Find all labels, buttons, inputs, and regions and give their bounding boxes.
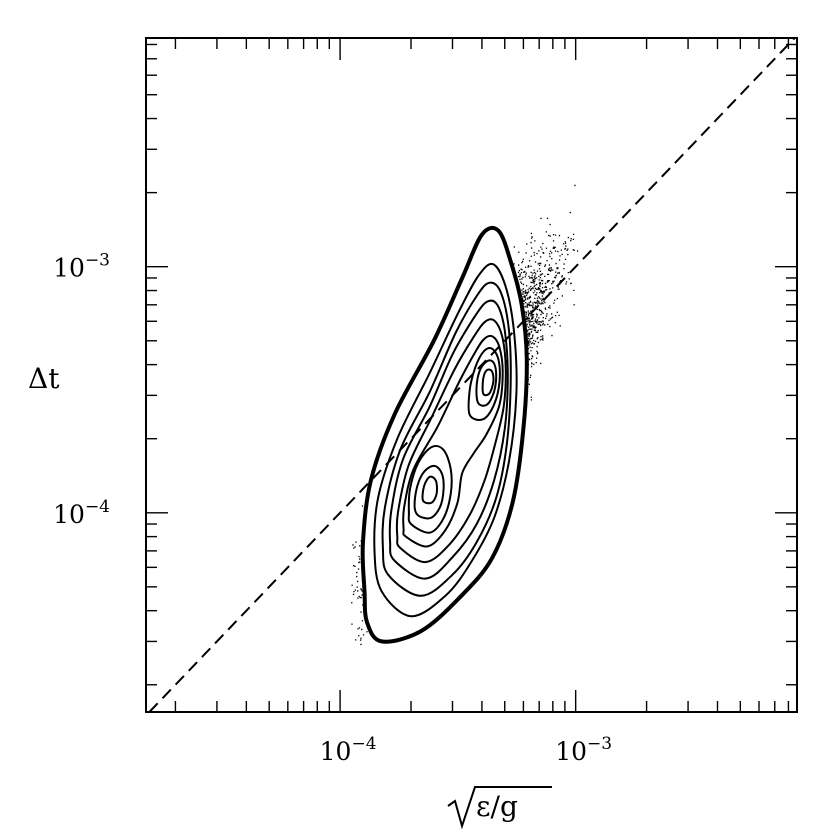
contour-level-5 — [395, 318, 507, 564]
axis-ticks — [146, 38, 797, 712]
contour-level-7 — [407, 445, 453, 534]
x-axis-label: ε/g — [447, 786, 552, 830]
reference-line-dashed — [148, 37, 796, 713]
contour-level-3 — [381, 281, 512, 597]
contour-level-11 — [475, 359, 498, 407]
contour-level-9 — [421, 475, 439, 505]
contour-level-12 — [481, 368, 495, 397]
contour-level-1 — [360, 225, 529, 644]
sqrt-sign — [447, 786, 552, 830]
x-tick-label: 10−3 — [555, 734, 612, 766]
y-tick-label: 10−4 — [53, 497, 110, 529]
y-tick-label: 10−3 — [53, 251, 110, 283]
y-axis-label: Δt — [28, 362, 60, 395]
plot-frame — [145, 37, 798, 713]
contour-level-2 — [373, 262, 518, 618]
contour-lines — [360, 225, 529, 644]
contour-level-8 — [413, 464, 445, 520]
contour-level-10 — [467, 347, 501, 421]
x-tick-label: 10−4 — [320, 734, 377, 766]
contour-level-4 — [388, 299, 509, 580]
tick-labels: 10−4 10−3 10−4 10−3 — [53, 251, 612, 766]
x-axis-label-text: ε/g — [476, 790, 518, 823]
